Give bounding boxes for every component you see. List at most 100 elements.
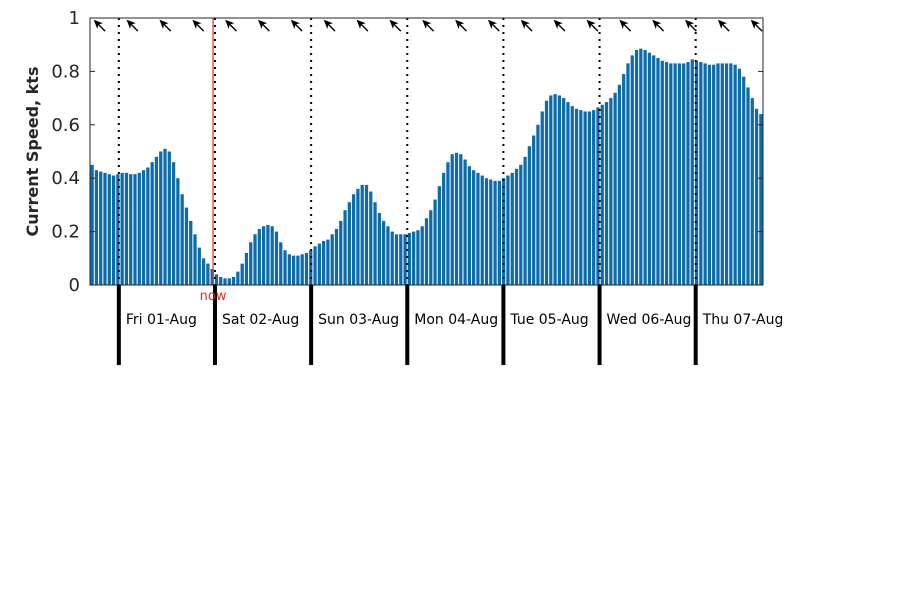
speed-bar [244,252,249,285]
speed-bar [712,64,716,285]
speed-bar [553,94,557,285]
speed-bar [437,186,441,285]
speed-bar [309,250,313,285]
speed-bar [382,220,386,285]
speed-bar [523,156,527,285]
direction-arrow-icon [258,19,270,32]
speed-bar [720,63,724,285]
speed-bar [420,226,424,285]
speed-bar [133,174,137,285]
speed-bar [103,172,107,285]
direction-arrow-icon [389,19,402,32]
speed-bar [261,226,266,285]
speed-bar [150,162,154,285]
speed-bar [356,188,360,285]
speed-bar [682,63,686,285]
speed-bar [369,191,373,285]
speed-bar [249,242,253,285]
bars-group [90,48,763,286]
speed-bar [510,172,514,285]
direction-arrow-icon [323,19,336,32]
speed-bar [394,234,399,285]
direction-arrow-icon [93,19,106,32]
direction-arrow-icon [750,19,763,32]
day-label: Tue 05-Aug [509,312,588,328]
speed-bar [729,63,733,285]
speed-bar [176,178,180,285]
direction-arrow-icon [159,19,172,32]
speed-bar [219,276,223,285]
speed-bar [570,106,574,285]
speed-bar [626,63,630,285]
speed-bar [94,170,99,285]
y-tick-label: 0.2 [51,222,80,243]
speed-bar [609,98,613,285]
speed-bar [334,228,339,285]
speed-bar [613,92,617,285]
speed-bar [343,210,347,285]
speed-bar [549,95,553,286]
direction-arrows [93,19,763,32]
speed-bar [622,74,626,285]
direction-arrow-icon [290,19,303,32]
speed-bar [759,114,763,286]
speed-bar [347,202,351,285]
speed-bar [587,111,592,285]
speed-bar [750,98,754,285]
direction-arrow-icon [225,19,237,32]
speed-bar [339,220,343,285]
speed-bar [424,218,429,285]
speed-bar [291,255,296,285]
speed-bar [502,178,506,285]
speed-bar [489,179,493,285]
speed-bar [463,159,467,285]
y-axis-label: Current Speed, kts [23,67,42,237]
speed-bar [733,64,737,285]
speed-bar [484,178,489,285]
direction-arrow-icon [553,19,566,32]
speed-bar [141,170,146,285]
day-label: Sun 03-Aug [318,312,399,328]
speed-bar [450,154,454,285]
speed-bar [154,156,159,285]
speed-bar [240,263,244,285]
speed-bar [459,154,463,285]
speed-bar [390,231,394,285]
speed-bar [532,135,536,285]
speed-bar [296,255,300,285]
speed-bar [634,50,639,285]
speed-bar [386,226,390,285]
speed-bar [707,64,712,285]
plot-frame [89,17,764,286]
speed-bar [669,63,673,285]
speed-bar [467,166,471,285]
speed-bar [480,175,484,285]
speed-bar [360,184,364,286]
day-label: Sat 02-Aug [222,312,299,328]
speed-bar [583,111,587,285]
day-label: Wed 06-Aug [607,312,692,328]
speed-bar [266,224,270,285]
speed-bar [472,170,476,285]
direction-arrow-icon [192,19,205,32]
speed-bar [171,162,176,285]
speed-bar [253,234,257,285]
direction-arrow-icon [356,19,369,32]
speed-bar [163,148,167,285]
speed-bar [557,95,562,286]
direction-arrow-icon [422,19,435,32]
speed-bar [446,162,450,285]
speed-bar [514,168,519,285]
day-divider-lines [117,18,697,285]
speed-bar [184,207,189,285]
speed-bar [536,124,540,285]
speed-bar [454,152,459,285]
speed-bar [519,164,523,285]
speed-bar [639,48,643,286]
speed-bar [497,180,501,285]
speed-bar [604,102,609,285]
speed-bar [746,87,750,285]
speed-bar [236,271,240,285]
speed-bar [124,172,129,285]
